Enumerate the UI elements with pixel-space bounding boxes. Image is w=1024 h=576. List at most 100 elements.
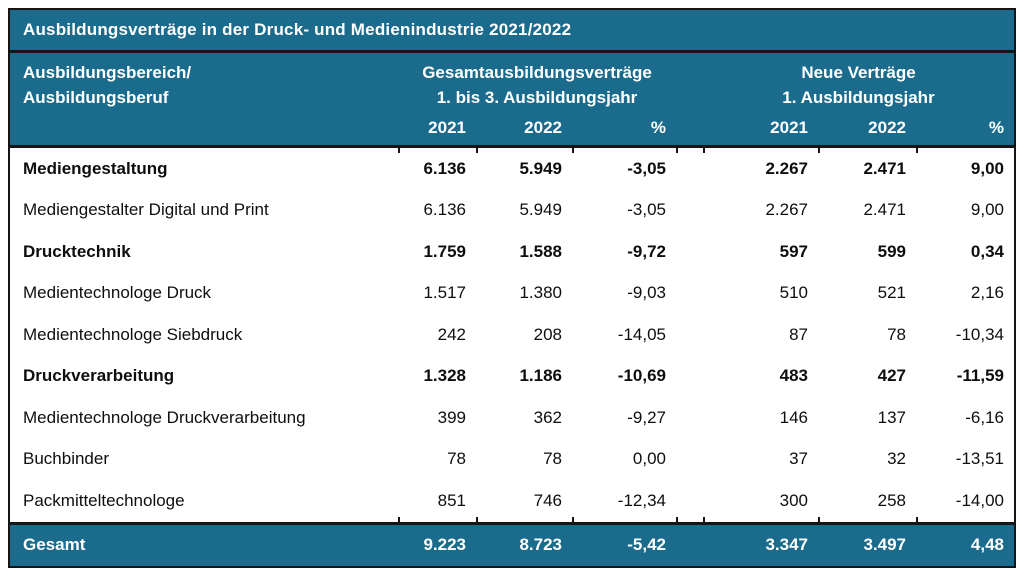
cell-neue-2021: 37 [789,449,808,469]
row-header-label: Ausbildungsbereich/ Ausbildungsberuf [10,60,398,111]
table-row: Buchbinder 78 78 0,00 37 32 -13,51 [10,439,1014,481]
cell-gesamt-2022: 362 [533,407,562,427]
cell-gesamt-pct: -12,34 [617,490,666,510]
row-label: Packmitteltechnologe [23,490,185,510]
cell-neue-pct: 2,16 [970,283,1004,303]
column-group-neue-line2: 1. Ausbildungsjahr [782,88,935,107]
header-separator-line [10,145,1014,153]
cell-gesamt-pct: -10,69 [617,366,666,386]
cell-neue-pct: -14,00 [955,490,1004,510]
column-group-gesamt-line2: 1. bis 3. Ausbildungsjahr [436,88,638,107]
column-group-neue-line1: Neue Verträge [801,63,916,82]
cell-gesamt-2021: 6.136 [423,200,466,220]
table-row: Mediengestaltung 6.136 5.949 -3,05 2.267… [10,148,1014,190]
header-neue-pct: % [988,118,1004,137]
cell-gesamt-2021: 399 [437,407,466,427]
column-tick [916,148,918,153]
cell-gesamt-pct: -3,05 [627,158,666,178]
header-neue-2022: 2022 [868,118,906,137]
cell-gesamt-pct: -9,03 [627,283,666,303]
row-header-line1: Ausbildungsbereich/ [23,63,192,82]
cell-neue-2021: 300 [779,490,808,510]
cell-neue-2022: 427 [877,366,906,386]
cell-neue-2022: 521 [877,283,906,303]
cell-gesamt-2021: 6.136 [423,158,466,178]
table-footer-row: Gesamt 9.223 8.723 -5,42 3.347 3.497 4,4… [10,524,1014,566]
cell-neue-pct: 9,00 [970,200,1004,220]
column-tick [572,148,574,153]
cell-gesamt-2022: 746 [533,490,562,510]
footer-separator-line [10,516,1014,525]
cell-gesamt-pct: -9,72 [627,241,666,261]
cell-gesamt-2021: 851 [437,490,466,510]
header-gesamt-2021: 2021 [428,118,466,137]
cell-gesamt-2022: 1.380 [519,283,562,303]
cell-neue-2022: 2.471 [863,200,906,220]
header-gesamt-2022: 2022 [524,118,562,137]
cell-gesamt-2021: 242 [437,324,466,344]
training-contracts-table: Ausbildungsverträge in der Druck- und Me… [8,8,1016,568]
cell-neue-2021: 87 [789,324,808,344]
column-group-gesamt: Gesamtausbildungsverträge 1. bis 3. Ausb… [398,60,676,111]
column-tick [703,516,705,522]
cell-neue-2022: 78 [887,324,906,344]
title-separator-line [10,50,1014,53]
row-label: Mediengestalter Digital und Print [23,200,269,220]
row-label: Buchbinder [23,449,110,469]
column-tick [398,148,400,153]
cell-gesamt-2021: 78 [447,449,466,469]
cell-gesamt-pct: 0,00 [632,449,666,469]
row-label: Medientechnologe Siebdruck [23,324,243,344]
cell-neue-2021: 483 [779,366,808,386]
cell-neue-2022: 2.471 [863,158,906,178]
column-tick [676,516,678,522]
footer-gesamt-2022: 8.723 [519,535,562,554]
table-row: Medientechnologe Druckverarbeitung 399 3… [10,397,1014,439]
row-label: Mediengestaltung [23,158,168,178]
table-row: Mediengestalter Digital und Print 6.136 … [10,190,1014,232]
cell-gesamt-2021: 1.759 [423,241,466,261]
cell-gesamt-2022: 1.186 [519,366,562,386]
row-label: Druckverarbeitung [23,366,175,386]
table-title-bar: Ausbildungsverträge in der Druck- und Me… [10,10,1014,50]
column-tick [916,516,918,522]
cell-neue-2021: 597 [779,241,808,261]
table-body: Mediengestaltung 6.136 5.949 -3,05 2.267… [10,148,1014,522]
cell-neue-2022: 599 [877,241,906,261]
table-row: Drucktechnik 1.759 1.588 -9,72 597 599 0… [10,231,1014,273]
row-label: Drucktechnik [23,241,131,261]
cell-neue-2022: 258 [877,490,906,510]
cell-gesamt-pct: -9,27 [627,407,666,427]
cell-neue-pct: -10,34 [955,324,1004,344]
cell-neue-2021: 146 [779,407,808,427]
cell-neue-pct: 9,00 [970,158,1004,178]
footer-gesamt-2021: 9.223 [423,535,466,554]
column-group-neue: Neue Verträge 1. Ausbildungsjahr [703,60,1014,111]
cell-gesamt-2022: 1.588 [519,241,562,261]
cell-neue-pct: -11,59 [956,366,1004,386]
header-gesamt-pct: % [650,118,666,137]
cell-neue-2021: 510 [779,283,808,303]
column-tick [476,148,478,153]
cell-neue-2021: 2.267 [765,158,808,178]
column-tick [398,516,400,522]
cell-neue-pct: -6,16 [965,407,1004,427]
table-row: Druckverarbeitung 1.328 1.186 -10,69 483… [10,356,1014,398]
cell-neue-pct: -13,51 [955,449,1004,469]
column-tick [818,148,820,153]
column-tick [703,148,705,153]
row-header-line2: Ausbildungsberuf [23,88,169,107]
table-row: Packmitteltechnologe 851 746 -12,34 300 … [10,480,1014,522]
table-header: Ausbildungsbereich/ Ausbildungsberuf Ges… [10,53,1014,145]
footer-neue-2021: 3.347 [765,535,808,554]
row-label: Medientechnologe Druckverarbeitung [23,407,306,427]
cell-neue-2022: 32 [887,449,906,469]
footer-gesamt-pct: -5,42 [627,535,666,554]
cell-gesamt-pct: -14,05 [617,324,666,344]
cell-neue-2021: 2.267 [765,200,808,220]
table-row: Medientechnologe Druck 1.517 1.380 -9,03… [10,273,1014,315]
cell-gesamt-2022: 78 [543,449,562,469]
cell-gesamt-2022: 5.949 [519,158,562,178]
footer-label: Gesamt [23,535,86,554]
